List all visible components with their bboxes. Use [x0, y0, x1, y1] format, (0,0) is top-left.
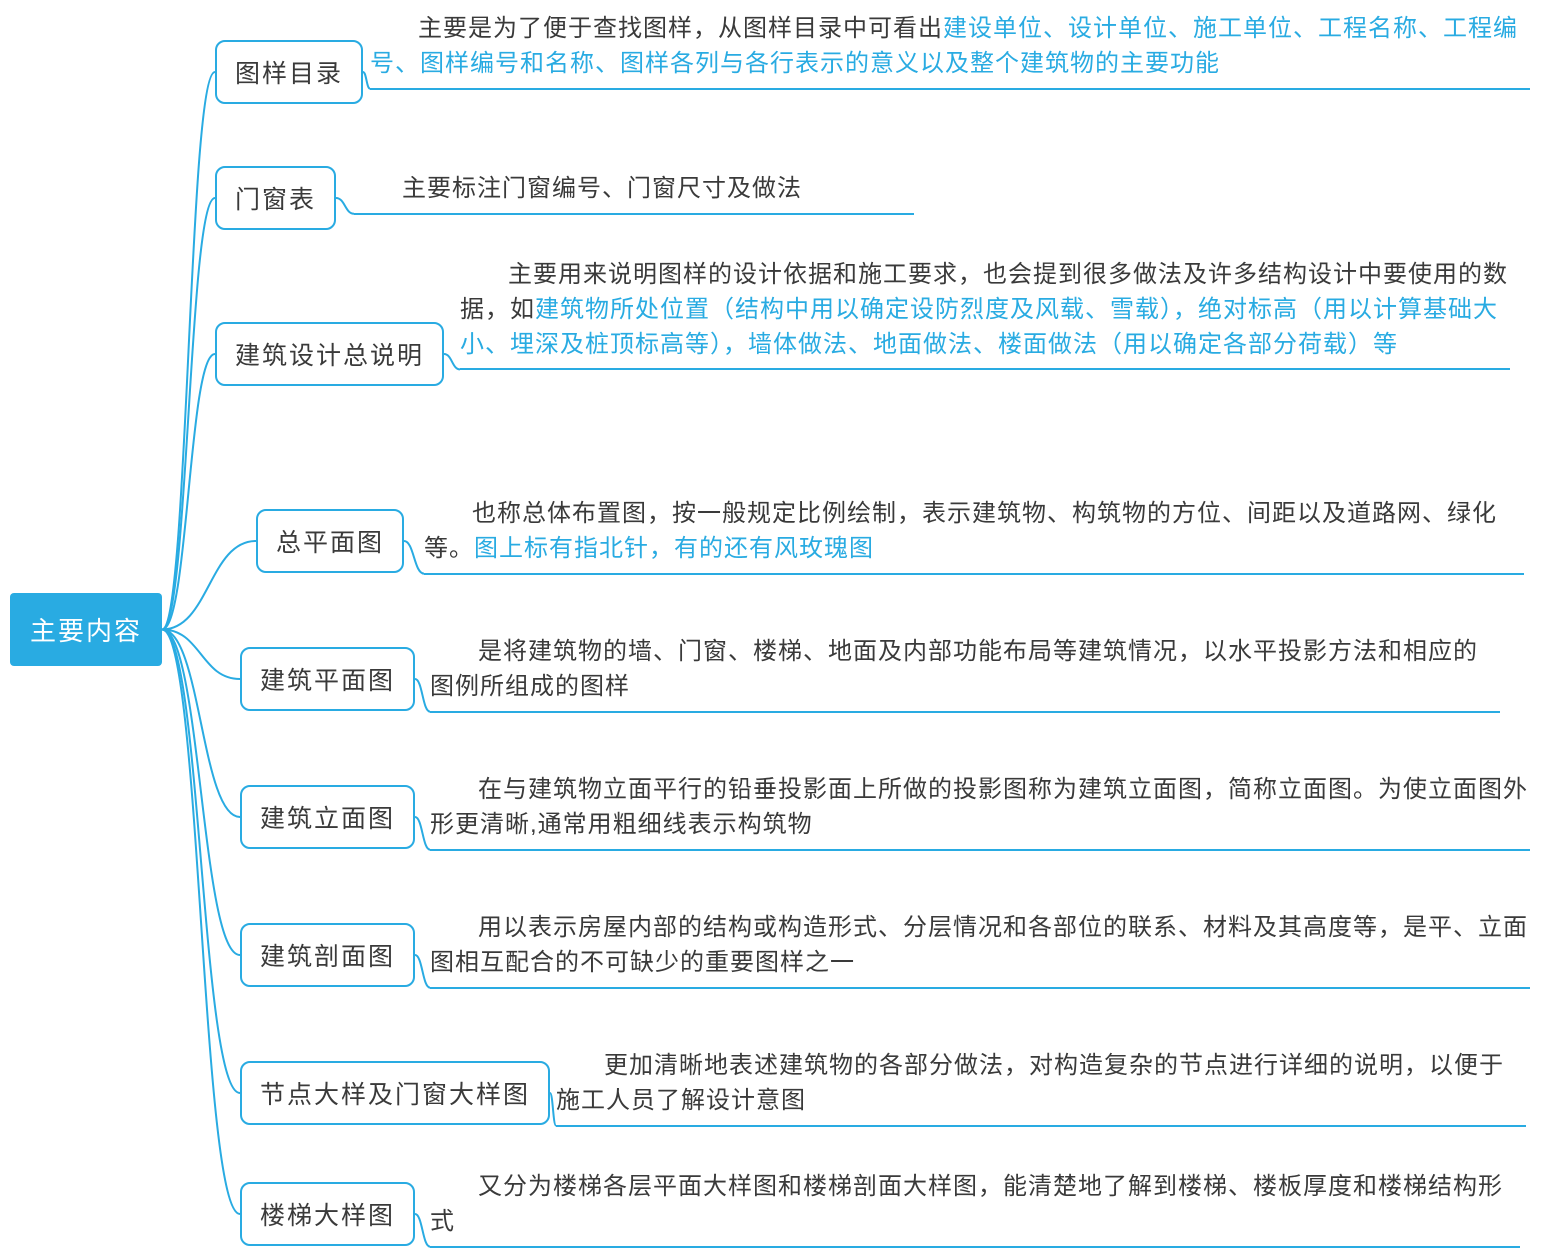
branch-desc-0: 主要是为了便于查找图样，从图样目录中可看出建设单位、设计单位、施工单位、工程名称…	[370, 12, 1530, 90]
desc-text: 更加清晰地表述建筑物的各部分做法，对构造复杂的节点进行详细的说明，以便于施工人员…	[556, 1052, 1504, 1114]
branch-node-5: 建筑立面图	[240, 785, 415, 849]
branch-node-1: 门窗表	[215, 166, 336, 230]
desc-highlight: 建筑物所处位置（结构中用以确定设防烈度及风载、雪载），绝对标高（用以计算基础大小…	[460, 296, 1498, 358]
root-node: 主要内容	[10, 593, 162, 666]
desc-highlight: 图上标有指北针，有的还有风玫瑰图	[474, 535, 874, 562]
branch-desc-6: 用以表示房屋内部的结构或构造形式、分层情况和各部位的联系、材料及其高度等，是平、…	[430, 911, 1530, 989]
branch-node-8: 楼梯大样图	[240, 1182, 415, 1246]
branch-label: 建筑设计总说明	[235, 342, 424, 370]
desc-text: 是将建筑物的墙、门窗、楼梯、地面及内部功能布局等建筑情况，以水平投影方法和相应的…	[430, 638, 1478, 700]
branch-label: 总平面图	[276, 529, 384, 557]
desc-text: 主要标注门窗编号、门窗尺寸及做法	[402, 175, 802, 202]
branch-desc-5: 在与建筑物立面平行的铅垂投影面上所做的投影图称为建筑立面图，简称立面图。为使立面…	[430, 773, 1530, 851]
branch-label: 建筑平面图	[260, 667, 395, 695]
branch-desc-3: 也称总体布置图，按一般规定比例绘制，表示建筑物、构筑物的方位、间距以及道路网、绿…	[424, 497, 1524, 575]
desc-text: 在与建筑物立面平行的铅垂投影面上所做的投影图称为建筑立面图，简称立面图。为使立面…	[430, 776, 1528, 838]
branch-node-2: 建筑设计总说明	[215, 322, 444, 386]
branch-label: 门窗表	[235, 186, 316, 214]
branch-label: 建筑立面图	[260, 805, 395, 833]
root-label: 主要内容	[30, 616, 142, 646]
desc-text: 用以表示房屋内部的结构或构造形式、分层情况和各部位的联系、材料及其高度等，是平、…	[430, 914, 1528, 976]
desc-text: 又分为楼梯各层平面大样图和楼梯剖面大样图，能清楚地了解到楼梯、楼板厚度和楼梯结构…	[430, 1173, 1503, 1235]
branch-desc-8: 又分为楼梯各层平面大样图和楼梯剖面大样图，能清楚地了解到楼梯、楼板厚度和楼梯结构…	[430, 1170, 1520, 1248]
branch-node-0: 图样目录	[215, 40, 363, 104]
branch-desc-7: 更加清晰地表述建筑物的各部分做法，对构造复杂的节点进行详细的说明，以便于施工人员…	[556, 1049, 1526, 1127]
desc-text: 主要是为了便于查找图样，从图样目录中可看出	[418, 15, 943, 42]
branch-node-7: 节点大样及门窗大样图	[240, 1061, 550, 1125]
branch-label: 节点大样及门窗大样图	[260, 1081, 530, 1109]
branch-node-4: 建筑平面图	[240, 647, 415, 711]
branch-label: 建筑剖面图	[260, 943, 395, 971]
branch-node-6: 建筑剖面图	[240, 923, 415, 987]
branch-node-3: 总平面图	[256, 509, 404, 573]
branch-desc-2: 主要用来说明图样的设计依据和施工要求，也会提到很多做法及许多结构设计中要使用的数…	[460, 258, 1510, 370]
branch-label: 楼梯大样图	[260, 1202, 395, 1230]
branch-desc-4: 是将建筑物的墙、门窗、楼梯、地面及内部功能布局等建筑情况，以水平投影方法和相应的…	[430, 635, 1500, 713]
branch-desc-1: 主要标注门窗编号、门窗尺寸及做法	[354, 172, 914, 215]
branch-label: 图样目录	[235, 60, 343, 88]
